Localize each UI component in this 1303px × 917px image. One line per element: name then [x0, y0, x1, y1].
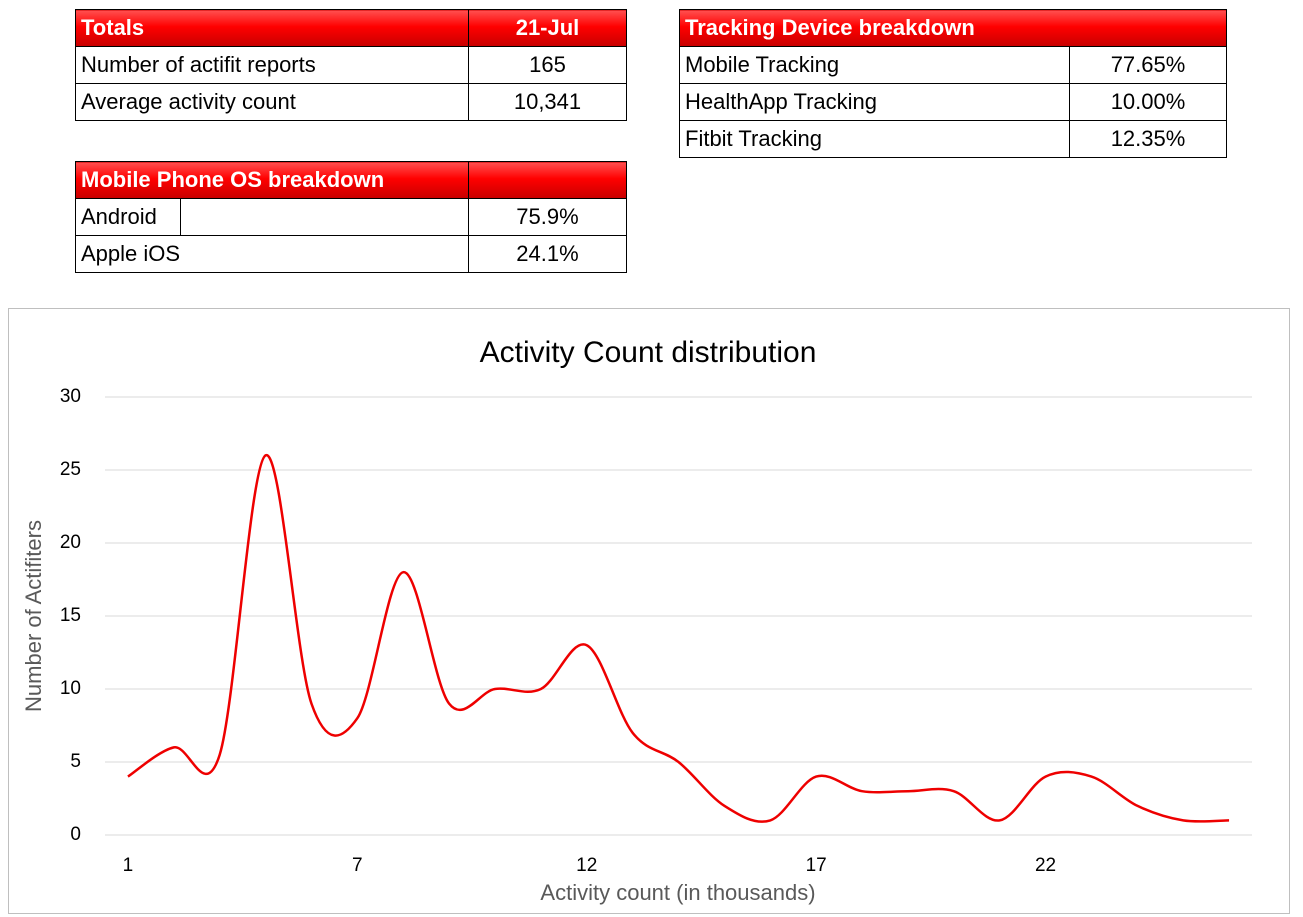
line-series: [127, 454, 1230, 823]
x-axis-label: Activity count (in thousands): [540, 880, 815, 905]
y-tick-label: 10: [60, 678, 81, 699]
y-tick-label: 5: [70, 751, 81, 772]
cell: 165: [468, 46, 627, 84]
header-cell: Tracking Device breakdown: [679, 9, 1227, 47]
chart: Activity Count distribution Activity cou…: [8, 308, 1290, 914]
tracking-table: Tracking Device breakdown Mobile Trackin…: [679, 9, 1227, 158]
y-tick-label: 15: [60, 605, 81, 626]
cell: Android: [75, 198, 181, 236]
y-tick-label: 20: [60, 532, 81, 553]
x-tick-label: 7: [352, 855, 363, 876]
cell: Number of actifit reports: [75, 46, 469, 84]
totals-table: Totals 21-Jul Number of actifit reports 16…: [75, 9, 627, 121]
cell: 77.65%: [1069, 46, 1227, 84]
cell: 10,341: [468, 83, 627, 121]
cell: [180, 198, 469, 236]
cell: 10.00%: [1069, 83, 1227, 121]
cell: Fitbit Tracking: [679, 120, 1070, 158]
cell: 12.35%: [1069, 120, 1227, 158]
y-tick-label: 30: [60, 386, 81, 407]
y-tick-label: 0: [70, 824, 81, 845]
cell: 75.9%: [468, 198, 627, 236]
header-cell: 21-Jul: [468, 9, 627, 47]
cell: Apple iOS: [75, 235, 469, 273]
x-tick-label: 22: [1035, 855, 1056, 876]
header-cell: Mobile Phone OS breakdown: [75, 161, 469, 199]
y-axis-label: Number of Actifiters: [21, 520, 46, 712]
cell: Mobile Tracking: [679, 46, 1070, 84]
chart-border: [8, 308, 1290, 914]
header-cell: Totals: [75, 9, 469, 47]
chart-title: Activity Count distribution: [480, 336, 817, 369]
y-tick-label: 25: [60, 459, 81, 480]
x-tick-label: 1: [123, 855, 134, 876]
cell: HealthApp Tracking: [679, 83, 1070, 121]
cell: 24.1%: [468, 235, 627, 273]
x-tick-label: 12: [576, 855, 597, 876]
header-cell: [468, 161, 627, 199]
os-table: Mobile Phone OS breakdown Android 75.9% A…: [75, 161, 627, 273]
x-tick-label: 17: [806, 855, 827, 876]
cell: Average activity count: [75, 83, 469, 121]
